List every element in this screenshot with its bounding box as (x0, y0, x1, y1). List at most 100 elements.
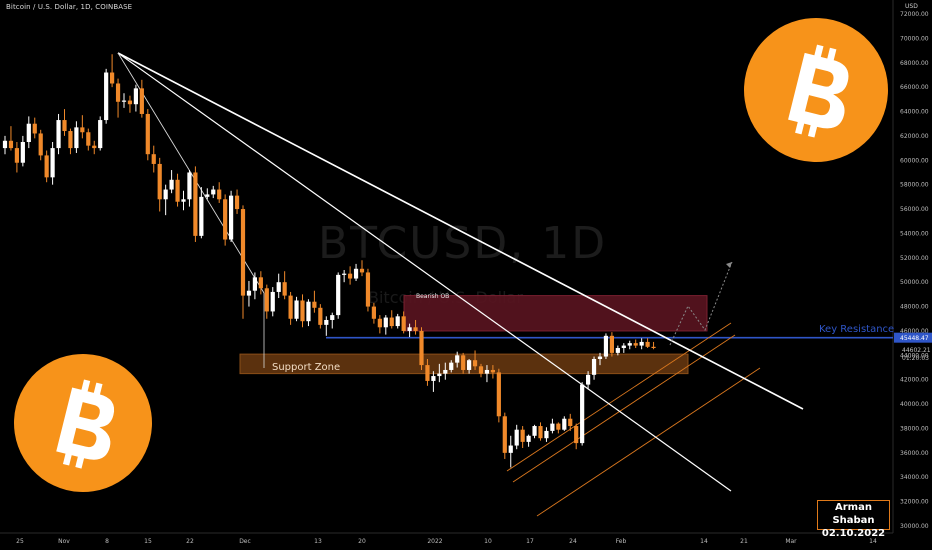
candle-body (211, 189, 216, 195)
projection-arrowhead (726, 262, 732, 268)
candle-body (461, 355, 466, 370)
x-tick-label: 14 (869, 538, 877, 545)
x-tick-label: 15 (144, 538, 152, 545)
bitcoin-b-stroke-bottom (807, 123, 818, 138)
trendline-main (117, 52, 804, 410)
candle-body (359, 268, 365, 273)
x-tick-label: 10 (484, 538, 492, 545)
candle-body (38, 133, 43, 156)
candle-body (502, 416, 507, 453)
x-tick-label: Nov (58, 538, 70, 545)
candle-body (336, 274, 341, 316)
candle-body (455, 355, 460, 363)
x-tick-label: Mar (785, 538, 797, 545)
candle-body (115, 83, 121, 102)
candle-body (443, 369, 448, 374)
candle-body (157, 163, 162, 200)
candle-body (240, 209, 246, 296)
candle-body (306, 301, 311, 322)
y-tick-label: 54000.00 (900, 230, 929, 237)
candle-body (550, 423, 555, 431)
candle-body (365, 272, 371, 307)
channel-mid-line (512, 334, 736, 483)
candle-body (181, 199, 186, 202)
y-tick-label: 44000.00 (900, 352, 929, 359)
candle-body (484, 369, 490, 374)
candle-body (139, 88, 144, 114)
price-axis-panel (893, 0, 932, 550)
key-resistance-label: Key Resistance (819, 324, 894, 335)
candle-body (651, 346, 656, 348)
candle-body (615, 348, 620, 353)
x-tick-label: Feb (616, 538, 627, 545)
candle-body (514, 429, 519, 446)
candle-body (621, 345, 626, 349)
candle-body (32, 123, 37, 134)
bitcoin-b-stroke-top (826, 47, 837, 63)
candle-body (496, 372, 501, 417)
y-tick-label: 52000.00 (900, 255, 929, 262)
x-tick-label: 2022 (427, 538, 442, 545)
bitcoin-b-stroke-top (813, 44, 824, 60)
author-signature: Arman Shaban 02.10.2022 (817, 500, 890, 539)
projection-path (669, 261, 733, 346)
key-resistance-price-tag (894, 332, 932, 343)
bitcoin-logo-bottom-left (14, 354, 152, 492)
candle-body (62, 120, 67, 132)
y-tick-label: 66000.00 (900, 84, 929, 91)
candle-body (526, 435, 531, 442)
candle-body (270, 291, 275, 312)
candle-body (472, 360, 478, 367)
trendline-steep (117, 52, 732, 492)
candle-body (14, 148, 19, 163)
candle-body (431, 376, 436, 381)
y-tick-label: 64000.00 (900, 109, 929, 116)
candle-body (342, 273, 347, 275)
y-tick-label: 46000.00 (900, 328, 929, 335)
candle-body (586, 374, 591, 385)
candle-body (407, 327, 412, 331)
bitcoin-b-stroke-bottom (795, 119, 805, 135)
y-tick-label: 68000.00 (900, 60, 929, 67)
candle-body (556, 423, 561, 430)
candle-body (193, 172, 198, 236)
candle-body (74, 127, 79, 149)
candle-body (86, 132, 91, 146)
x-tick-label: 14 (700, 538, 708, 545)
candle-body (80, 127, 85, 133)
y-tick-label: 58000.00 (900, 182, 929, 189)
x-tick-label: 24 (569, 538, 577, 545)
chart-title: Bitcoin / U.S. Dollar, 1D, COINBASE (6, 3, 133, 11)
y-tick-label: 38000.00 (900, 425, 929, 432)
candle-body (175, 179, 180, 202)
candle-body (591, 358, 597, 375)
y-tick-label: 42000.00 (900, 377, 929, 384)
candle-body (223, 199, 228, 240)
author-date: 02.10.2022 (821, 528, 886, 539)
bitcoin-b-stroke-top (80, 379, 91, 394)
candle-body (562, 418, 567, 430)
bitcoin-b-stroke-bottom (62, 451, 73, 466)
candle-body (318, 307, 323, 325)
candle-body (330, 315, 335, 320)
candle-body (312, 301, 317, 308)
candle-body (145, 113, 150, 155)
x-tick-label: 8 (105, 538, 109, 545)
candle-body (538, 426, 543, 439)
candle-body (520, 429, 525, 442)
candle-body (419, 330, 424, 366)
y-tick-label: 56000.00 (900, 206, 929, 213)
bearish-ob-box (403, 295, 708, 332)
bearish-ob-label: Bearish OB (416, 293, 449, 300)
y-tick-label: 40000.00 (900, 401, 929, 408)
candle-body (50, 148, 55, 178)
bitcoin-logo-top-right (744, 18, 888, 162)
candle-body (252, 277, 257, 291)
y-tick-label: 48000.00 (900, 304, 929, 311)
x-tick-label: 21 (740, 538, 748, 545)
candle-body (2, 140, 8, 149)
bitcoin-b-stroke-top (93, 382, 103, 397)
candle-body (383, 317, 388, 328)
candle-body (56, 120, 61, 149)
